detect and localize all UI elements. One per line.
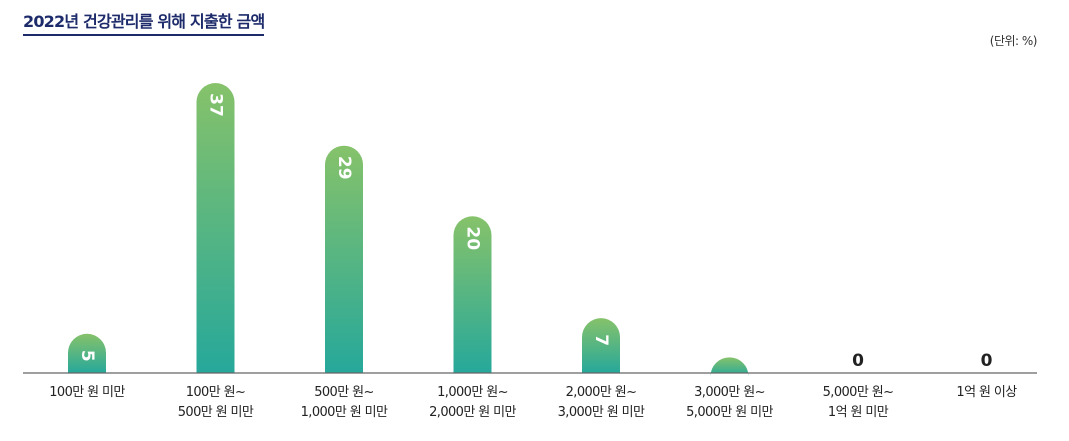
x-tick-label-8-line-1: 1억 원 이상	[956, 385, 1017, 400]
bar-4	[453, 216, 492, 373]
bar-2	[196, 83, 235, 373]
bar-value-label-7: 0	[852, 351, 864, 371]
x-tick-label-6-line-1: 3,000만 원~	[694, 385, 765, 400]
x-tick-label-4-line-2: 2,000만 원 미만	[429, 405, 516, 420]
x-tick-label-2-line-1: 100만 원~	[186, 385, 246, 400]
x-tick-label-7-line-2: 1억 원 미만	[828, 405, 889, 420]
x-tick-label-1-line-1: 100만 원 미만	[49, 385, 125, 400]
x-tick-label-6-line-2: 5,000만 원 미만	[686, 405, 773, 420]
bar-value-label-5: 7	[591, 334, 611, 346]
x-tick-label-5-line-2: 3,000만 원 미만	[558, 405, 645, 420]
bar-6	[710, 357, 749, 377]
chart-title: 2022년 건강관리를 위해 지출한 금액	[23, 8, 265, 36]
bar-5	[582, 318, 620, 373]
x-tick-label-3-line-1: 500만 원~	[314, 385, 374, 400]
x-tick-label-4-line-1: 1,000만 원~	[437, 385, 508, 400]
x-tick-label-2-line-2: 500만 원 미만	[178, 405, 254, 420]
bar-1	[68, 333, 106, 373]
bar-value-label-3: 29	[334, 156, 354, 180]
x-tick-label-7-line-1: 5,000만 원~	[823, 385, 894, 400]
x-tick-label-3-line-2: 1,000만 원 미만	[301, 405, 388, 420]
x-tick-label-5-line-1: 2,000만 원~	[566, 385, 637, 400]
x-tick-labels: 100만 원 미만 100만 원~ 500만 원 미만 500만 원~ 1,000만 원…	[49, 385, 1018, 420]
unit-label: (단위: %)	[989, 34, 1038, 48]
bar-value-label-1: 5	[77, 350, 97, 362]
bar-value-label-6: 2	[720, 373, 740, 385]
bar-value-label-2: 37	[206, 93, 226, 117]
bar-value-label-4: 20	[463, 226, 483, 250]
bar-3	[325, 145, 363, 373]
bar-value-label-8: 0	[981, 351, 993, 371]
